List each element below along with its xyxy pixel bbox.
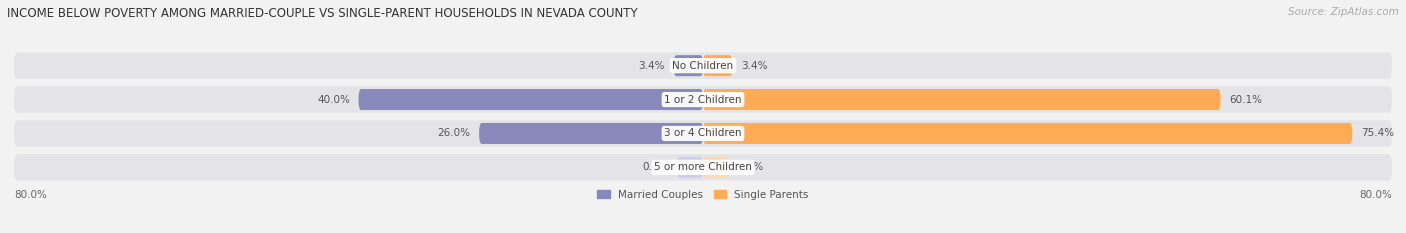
FancyBboxPatch shape [678,157,703,178]
Text: 80.0%: 80.0% [14,190,46,200]
Text: 0.0%: 0.0% [738,162,763,172]
FancyBboxPatch shape [14,52,1392,79]
FancyBboxPatch shape [14,86,1392,113]
Text: 5 or more Children: 5 or more Children [654,162,752,172]
Text: INCOME BELOW POVERTY AMONG MARRIED-COUPLE VS SINGLE-PARENT HOUSEHOLDS IN NEVADA : INCOME BELOW POVERTY AMONG MARRIED-COUPL… [7,7,638,20]
FancyBboxPatch shape [673,55,703,76]
FancyBboxPatch shape [703,89,1220,110]
Text: 40.0%: 40.0% [316,95,350,105]
Text: 26.0%: 26.0% [437,128,471,138]
Text: 3.4%: 3.4% [741,61,768,71]
Legend: Married Couples, Single Parents: Married Couples, Single Parents [593,185,813,204]
FancyBboxPatch shape [703,123,1353,144]
FancyBboxPatch shape [479,123,703,144]
Text: 0.0%: 0.0% [643,162,669,172]
Text: 80.0%: 80.0% [1360,190,1392,200]
Text: Source: ZipAtlas.com: Source: ZipAtlas.com [1288,7,1399,17]
Text: 3 or 4 Children: 3 or 4 Children [664,128,742,138]
Text: 60.1%: 60.1% [1229,95,1263,105]
Text: 1 or 2 Children: 1 or 2 Children [664,95,742,105]
FancyBboxPatch shape [14,120,1392,147]
Text: 75.4%: 75.4% [1361,128,1395,138]
FancyBboxPatch shape [359,89,703,110]
FancyBboxPatch shape [703,157,728,178]
Text: No Children: No Children [672,61,734,71]
FancyBboxPatch shape [14,154,1392,181]
FancyBboxPatch shape [703,55,733,76]
Text: 3.4%: 3.4% [638,61,665,71]
